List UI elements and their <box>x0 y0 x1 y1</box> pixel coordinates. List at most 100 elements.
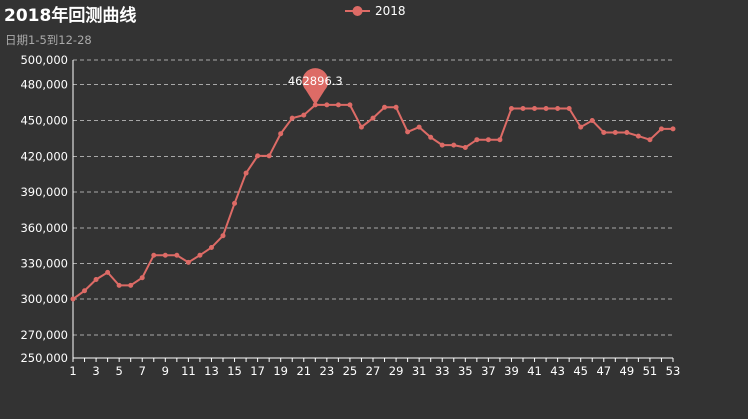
data-point[interactable] <box>416 124 422 130</box>
max-value-marker[interactable]: 462896.3 <box>288 68 343 106</box>
data-point[interactable] <box>255 153 261 159</box>
data-point[interactable] <box>405 129 411 135</box>
data-point[interactable] <box>185 259 191 265</box>
x-tick-label: 5 <box>115 364 122 378</box>
data-point[interactable] <box>589 118 595 123</box>
x-tick-label: 49 <box>620 364 635 378</box>
x-tick-label: 31 <box>412 364 427 378</box>
x-tick-label: 27 <box>366 364 381 378</box>
data-point[interactable] <box>232 200 238 206</box>
data-point[interactable] <box>197 252 203 258</box>
data-point[interactable] <box>578 124 584 130</box>
data-point[interactable] <box>647 137 653 143</box>
data-point[interactable] <box>532 106 538 111</box>
y-tick-label: 360,000 <box>20 221 68 235</box>
data-point[interactable] <box>497 137 503 143</box>
data-point[interactable] <box>93 276 99 282</box>
y-tick-label: 270,000 <box>20 328 68 342</box>
data-point[interactable] <box>451 142 457 148</box>
x-tick-label: 17 <box>250 364 265 378</box>
x-tick-label: 33 <box>435 364 450 378</box>
series-line <box>72 103 673 300</box>
data-point[interactable] <box>370 115 376 121</box>
y-tick-label: 450,000 <box>20 114 68 128</box>
legend-marker-icon <box>352 6 363 16</box>
y-tick-label: 420,000 <box>20 150 68 164</box>
data-point[interactable] <box>278 131 284 137</box>
data-point[interactable] <box>508 106 514 111</box>
x-tick-label: 21 <box>296 364 311 378</box>
series-2018 <box>70 102 676 302</box>
y-tick-label: 480,000 <box>20 78 68 92</box>
data-point[interactable] <box>243 170 249 176</box>
data-point[interactable] <box>128 282 134 288</box>
data-point[interactable] <box>393 104 399 110</box>
data-point[interactable] <box>485 137 491 143</box>
data-point[interactable] <box>543 106 549 111</box>
data-point[interactable] <box>428 134 434 140</box>
x-axis-ticks: 1 3 5 7 9 11 13 15 17 19 21 23 25 27 29 31 33 35 37 39 41 43 4… <box>69 358 680 378</box>
y-tick-label: 250,000 <box>20 351 68 365</box>
pin-marker-icon[interactable] <box>302 68 329 106</box>
data-point[interactable] <box>566 106 572 111</box>
data-point[interactable] <box>555 106 561 111</box>
data-point[interactable] <box>439 142 445 148</box>
data-point[interactable] <box>301 112 307 118</box>
x-tick-label: 11 <box>181 364 196 378</box>
data-point[interactable] <box>347 102 353 108</box>
x-tick-label: 47 <box>596 364 611 378</box>
x-tick-label: 7 <box>139 364 146 378</box>
x-tick-label: 35 <box>458 364 473 378</box>
x-tick-label: 15 <box>227 364 242 378</box>
data-point[interactable] <box>266 153 272 159</box>
data-point[interactable] <box>358 124 364 130</box>
data-point[interactable] <box>174 252 180 258</box>
grid-lines <box>73 59 673 336</box>
x-tick-label: 9 <box>162 364 169 378</box>
x-tick-label: 1 <box>69 364 76 378</box>
data-point[interactable] <box>70 296 76 302</box>
x-tick-label: 3 <box>92 364 99 378</box>
data-point[interactable] <box>324 102 330 108</box>
x-tick-label: 23 <box>320 364 335 378</box>
chart-subtitle: 日期1-5到12-28 <box>5 33 92 47</box>
x-tick-label: 53 <box>666 364 681 378</box>
data-point[interactable] <box>601 130 607 135</box>
data-point[interactable] <box>520 106 526 111</box>
data-point[interactable] <box>116 282 122 288</box>
chart-title: 2018年回测曲线 <box>4 5 136 26</box>
y-tick-label: 500,000 <box>20 53 68 67</box>
y-tick-label: 330,000 <box>20 257 68 271</box>
data-point[interactable] <box>208 245 214 251</box>
data-point[interactable] <box>162 252 168 258</box>
x-tick-label: 45 <box>573 364 588 378</box>
data-point[interactable] <box>658 126 664 132</box>
x-tick-label: 19 <box>273 364 288 378</box>
data-point[interactable] <box>335 102 341 108</box>
data-point[interactable] <box>474 137 480 143</box>
data-point[interactable] <box>382 104 388 110</box>
data-point[interactable] <box>462 145 468 150</box>
x-tick-label: 25 <box>343 364 358 378</box>
data-point[interactable] <box>105 269 111 275</box>
data-point[interactable] <box>151 252 157 258</box>
data-point[interactable] <box>139 275 145 281</box>
data-point[interactable] <box>82 288 88 294</box>
x-tick-label: 39 <box>504 364 519 378</box>
legend[interactable]: 2018 <box>345 4 406 18</box>
data-point[interactable] <box>624 130 630 135</box>
data-point[interactable] <box>635 133 641 139</box>
x-tick-label: 13 <box>204 364 219 378</box>
data-point[interactable] <box>289 115 295 121</box>
data-point[interactable] <box>220 233 226 239</box>
legend-label: 2018 <box>375 4 406 18</box>
x-tick-label: 41 <box>527 364 542 378</box>
data-point[interactable] <box>612 130 618 135</box>
x-tick-label: 51 <box>643 364 658 378</box>
y-tick-label: 390,000 <box>20 185 68 199</box>
data-point[interactable] <box>670 126 676 132</box>
x-tick-label: 29 <box>389 364 404 378</box>
y-tick-label: 300,000 <box>20 292 68 306</box>
